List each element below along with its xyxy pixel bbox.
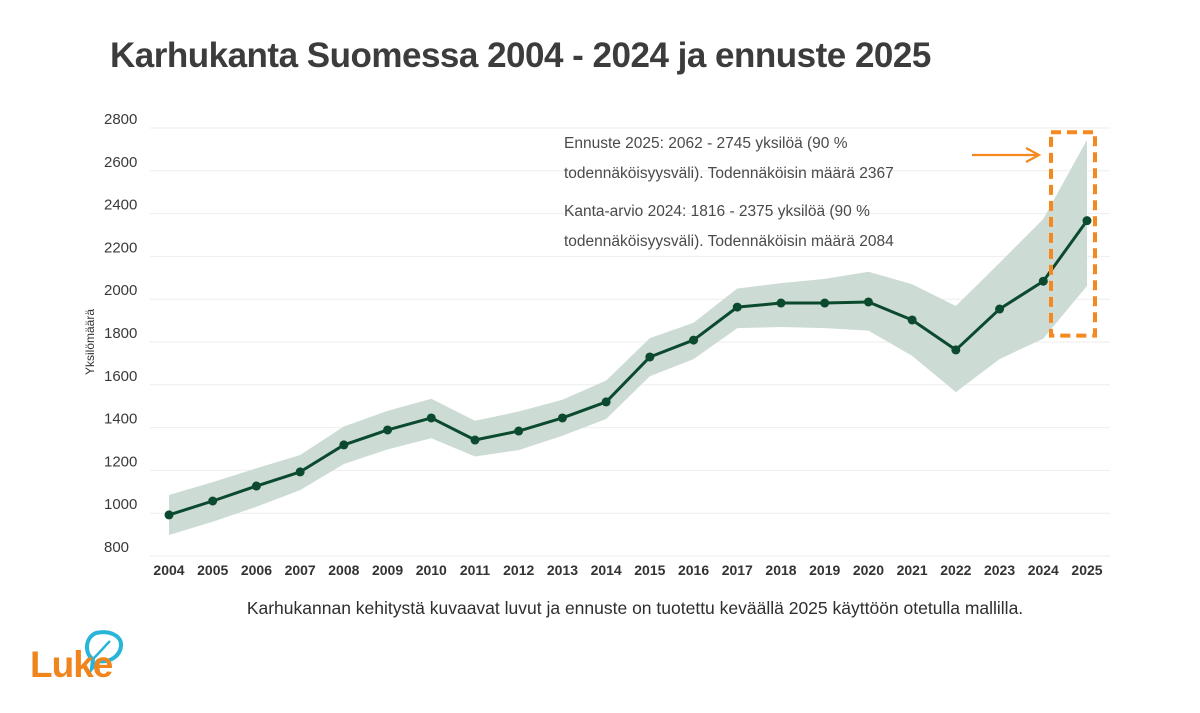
caption: Karhukannan kehitystä kuvaavat luvut ja … (246, 598, 1024, 618)
y-tick-label: 2800 (104, 111, 137, 128)
data-point (208, 496, 218, 506)
x-tick-label: 2010 (416, 562, 447, 578)
x-tick-label: 2009 (372, 562, 403, 578)
x-tick-label: 2005 (197, 562, 228, 578)
x-tick-label: 2006 (241, 562, 272, 578)
confidence-band (169, 139, 1087, 536)
data-point (689, 335, 699, 345)
x-axis-ticks: 2004 2005 2006 2007 2008 2009 2010 2011 2012 2013… (153, 562, 1102, 578)
data-point (514, 426, 524, 436)
x-tick-label: 2024 (1028, 562, 1059, 578)
data-point (907, 315, 917, 325)
data-point (1082, 216, 1092, 226)
data-point (426, 413, 436, 423)
y-tick-label: 2600 (104, 154, 137, 171)
y-tick-label: 1400 (104, 411, 137, 428)
data-point (339, 440, 349, 450)
y-tick-label: 2400 (104, 197, 137, 214)
x-tick-label: 2011 (460, 562, 491, 578)
data-point (164, 510, 174, 520)
x-tick-label: 2004 (153, 562, 184, 578)
data-point (557, 413, 567, 423)
data-point (951, 345, 961, 355)
forecast-highlight-box (1049, 130, 1097, 338)
y-tick-label: 2200 (104, 239, 137, 256)
x-tick-label: 2025 (1071, 562, 1102, 578)
annotation-2025-line1: Ennuste 2025: 2062 - 2745 yksilöä (90 % (564, 135, 848, 152)
annotation-2025-line2: todennäköisyysväli). Todennäköisin määrä… (564, 165, 894, 182)
luke-logo: Luke (30, 630, 130, 705)
x-tick-label: 2016 (678, 562, 709, 578)
annotation-2024: Kanta-arvio 2024: 1816 - 2375 yksilöä (9… (564, 203, 894, 250)
arrow-icon (972, 147, 1042, 163)
data-point (470, 435, 480, 445)
x-tick-label: 2018 (765, 562, 796, 578)
x-tick-label: 2013 (547, 562, 578, 578)
data-point (251, 481, 261, 491)
data-points (164, 216, 1092, 520)
data-point (863, 297, 873, 307)
annotation-2025: Ennuste 2025: 2062 - 2745 yksilöä (90 % … (564, 135, 894, 182)
data-point (776, 298, 786, 308)
x-tick-label: 2008 (328, 562, 359, 578)
leaf-bubble-icon (85, 630, 123, 675)
y-tick-label: 800 (104, 539, 129, 556)
chart-title: Karhukanta Suomessa 2004 - 2024 ja ennus… (110, 36, 931, 75)
data-point (645, 352, 655, 362)
x-tick-label: 2015 (634, 562, 665, 578)
y-axis-ticks: 800 1000 1200 1400 1600 1800 2000 2200 2400 2600 2… (104, 111, 137, 556)
data-point (383, 425, 393, 435)
x-tick-label: 2014 (591, 562, 622, 578)
annotation-2024-line1: Kanta-arvio 2024: 1816 - 2375 yksilöä (9… (564, 203, 870, 220)
x-tick-label: 2022 (940, 562, 971, 578)
x-tick-label: 2012 (503, 562, 534, 578)
x-tick-label: 2023 (984, 562, 1015, 578)
x-tick-label: 2019 (809, 562, 840, 578)
y-tick-label: 1800 (104, 325, 137, 342)
y-tick-label: 2000 (104, 282, 137, 299)
y-tick-label: 1200 (104, 453, 137, 470)
x-tick-label: 2021 (897, 562, 928, 578)
y-axis-label: Yksilömäärä (83, 309, 97, 375)
y-tick-label: 1000 (104, 496, 137, 513)
logo-text: Luke (30, 644, 113, 685)
data-point (601, 397, 611, 407)
data-point (1038, 276, 1048, 286)
data-point (295, 467, 305, 477)
x-tick-label: 2007 (285, 562, 316, 578)
y-tick-label: 1600 (104, 368, 137, 385)
x-tick-label: 2020 (853, 562, 884, 578)
data-point (995, 304, 1005, 314)
data-point (820, 298, 830, 308)
series-line (168, 219, 1089, 517)
data-point (732, 302, 742, 312)
x-tick-label: 2017 (722, 562, 753, 578)
annotation-2024-line2: todennäköisyysväli). Todennäköisin määrä… (564, 233, 894, 250)
